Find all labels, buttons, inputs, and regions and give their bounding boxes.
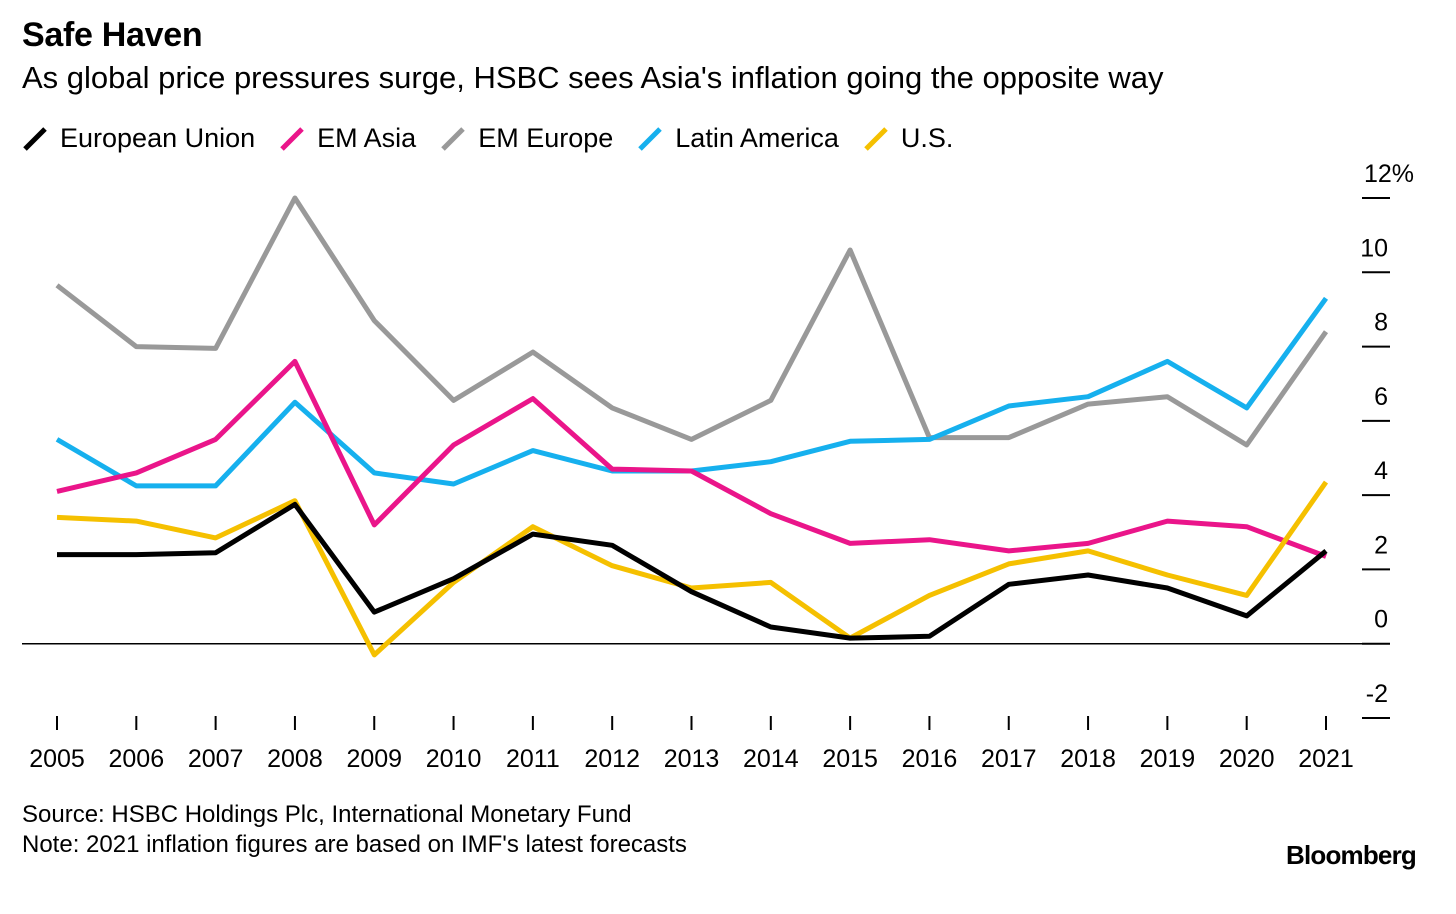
bloomberg-logo: Bloomberg	[1285, 840, 1417, 870]
x-tick-label: 2008	[267, 745, 323, 773]
chart-footer: Source: HSBC Holdings Plc, International…	[22, 800, 687, 860]
legend-item: European Union	[22, 123, 255, 154]
forecast-note: Note: 2021 inflation figures are based o…	[22, 831, 687, 858]
source-note: Source: HSBC Holdings Plc, International…	[22, 801, 632, 828]
series-line-european-union	[57, 501, 1328, 641]
legend-label: European Union	[60, 122, 256, 153]
y-tick-label: -2	[1366, 680, 1388, 708]
series-line-em-europe	[55, 195, 1329, 448]
legend-item: EM Europe	[440, 123, 613, 154]
x-tick-label: 2011	[506, 745, 560, 773]
legend-swatch	[637, 124, 665, 152]
chart-subtitle: As global price pressures surge, HSBC se…	[22, 60, 1164, 95]
legend-item: EM Asia	[279, 123, 416, 154]
legend-swatch	[22, 124, 50, 152]
legend-label: EM Asia	[317, 122, 417, 153]
x-tick-label: 2010	[426, 745, 482, 773]
x-tick-label: 2015	[822, 745, 878, 773]
legend-label: EM Europe	[478, 122, 614, 153]
x-tick-label: 2005	[29, 745, 85, 773]
x-tick-label: 2020	[1219, 745, 1275, 773]
series-line-latin-america	[55, 296, 1329, 489]
legend-item: Latin America	[637, 123, 839, 154]
x-tick-label: 2013	[664, 745, 720, 773]
x-tick-label: 2019	[1140, 745, 1196, 773]
x-tick-label: 2021	[1298, 745, 1354, 773]
chart-legend: European Union EM Asia EM Europe Latin Amer…	[22, 120, 977, 156]
series-line-u-s	[56, 480, 1329, 658]
y-tick-label: 4	[1374, 457, 1388, 485]
line-chart: -2 0 2 4 6 8 10 12% 2005 2006 2007 2008 2009 2010 2011…	[22, 160, 1414, 773]
legend-label: Latin America	[675, 122, 839, 153]
x-tick-label: 2007	[188, 745, 244, 773]
legend-swatch	[279, 124, 307, 152]
y-tick-label: 0	[1374, 606, 1388, 634]
x-tick-label: 2006	[109, 745, 165, 773]
x-tick-label: 2009	[346, 745, 402, 773]
x-tick-label: 2012	[584, 745, 640, 773]
legend-item: U.S.	[863, 122, 954, 154]
y-tick-label: 10	[1360, 234, 1388, 262]
legend-swatch	[863, 124, 891, 152]
y-tick-label: 8	[1374, 309, 1388, 337]
x-tick-label: 2014	[743, 745, 799, 773]
y-tick-label: 2	[1374, 531, 1388, 559]
legend-label: U.S.	[900, 122, 954, 153]
x-tick-label: 2016	[902, 745, 958, 773]
x-tick-label: 2018	[1060, 745, 1116, 773]
x-tick-label: 2017	[981, 745, 1037, 773]
legend-swatch	[440, 124, 468, 152]
chart-title: Safe Haven	[22, 16, 203, 54]
y-tick-label: 6	[1374, 383, 1388, 411]
series-line-em-asia	[56, 358, 1327, 559]
y-tick-label: 12%	[1364, 160, 1414, 188]
